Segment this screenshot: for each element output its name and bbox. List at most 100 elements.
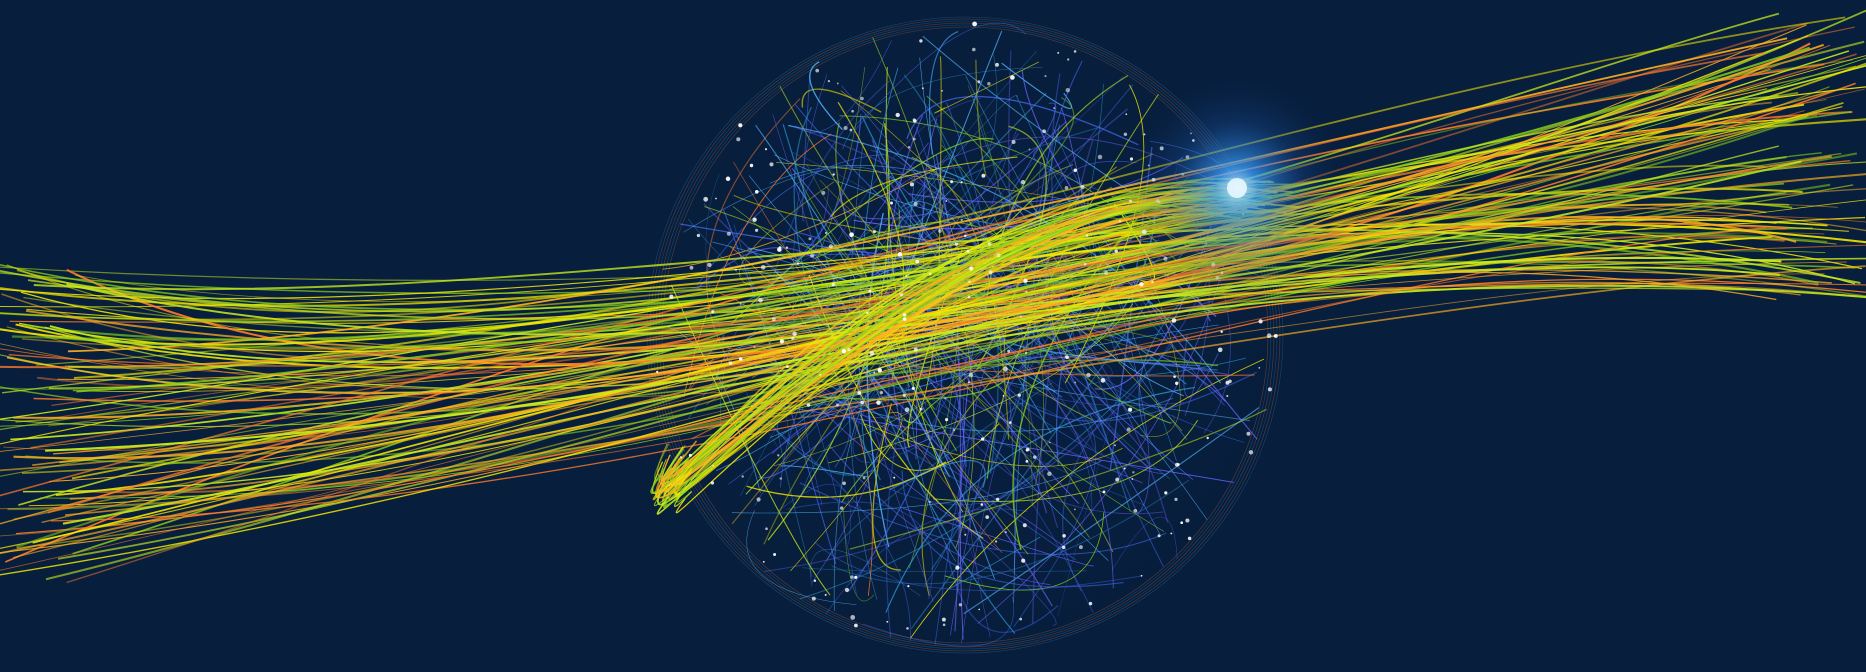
network-node xyxy=(978,608,981,611)
network-node xyxy=(960,181,963,184)
network-node xyxy=(785,246,789,249)
ribbon-curve xyxy=(57,156,1787,560)
network-node xyxy=(756,497,761,502)
ribbon-curve xyxy=(8,160,1851,367)
network-node xyxy=(985,515,990,519)
network-node xyxy=(1085,234,1089,237)
network-node xyxy=(712,464,715,467)
globe-arc xyxy=(901,470,1124,588)
network-node xyxy=(1267,387,1272,392)
network-node xyxy=(942,623,946,627)
network-node xyxy=(996,253,1001,258)
network-node xyxy=(897,252,903,257)
network-node xyxy=(906,627,909,630)
globe-arc xyxy=(902,322,987,594)
ribbon-curve xyxy=(0,173,1866,555)
network-node xyxy=(1074,381,1077,384)
network-node xyxy=(912,137,916,141)
ribbon-curve xyxy=(0,182,1784,311)
network-node xyxy=(771,317,776,322)
loop-arc xyxy=(654,202,1259,481)
network-node xyxy=(1220,330,1223,333)
globe-arc xyxy=(906,95,1139,146)
globe-arc xyxy=(772,114,934,602)
network-node xyxy=(913,201,918,207)
network-node xyxy=(941,617,946,622)
globe-arc xyxy=(862,596,1015,647)
network-node xyxy=(865,311,869,315)
network-node xyxy=(945,200,948,202)
globe-arc xyxy=(797,177,1165,532)
network-node xyxy=(703,196,709,202)
loop-arc xyxy=(662,194,1272,507)
ribbon-curve xyxy=(16,232,1828,548)
network-node xyxy=(824,593,827,596)
network-node xyxy=(1180,521,1184,525)
globe-arc xyxy=(830,156,1018,218)
network-node xyxy=(919,407,923,411)
ribbon-curve xyxy=(0,109,1826,477)
globe-arc xyxy=(839,191,940,220)
ribbon-curve xyxy=(0,35,1808,576)
network-node xyxy=(689,265,694,270)
globe-arc xyxy=(877,108,1129,270)
network-node xyxy=(1083,263,1087,266)
network-node xyxy=(945,418,949,422)
globe-arc xyxy=(731,460,1102,514)
ribbon-curve xyxy=(25,155,1832,352)
globe-arc xyxy=(902,507,1094,567)
network-node xyxy=(1067,58,1070,61)
ribbon-curve xyxy=(33,228,1861,291)
network-node xyxy=(840,506,844,510)
network-node xyxy=(1128,407,1133,412)
network-node xyxy=(832,173,835,176)
network-node xyxy=(857,391,862,395)
globe-arc xyxy=(965,75,1188,440)
globe-arc xyxy=(793,106,881,481)
network-node xyxy=(1102,490,1106,494)
network-node xyxy=(921,87,924,90)
network-node xyxy=(762,560,765,563)
ribbon-curve xyxy=(16,16,1846,313)
network-node xyxy=(995,497,1000,502)
network-node xyxy=(879,391,884,395)
network-node xyxy=(869,351,875,356)
ribbon-curve xyxy=(67,91,1799,369)
globe-arc xyxy=(795,40,892,133)
globe-arc xyxy=(872,403,901,571)
network-node xyxy=(849,128,853,132)
ribbon-curve xyxy=(66,26,1855,584)
globe-arc xyxy=(910,245,1189,630)
light-core xyxy=(1227,178,1247,198)
globe-arc xyxy=(944,542,1059,633)
network-node xyxy=(1033,455,1037,459)
globe-arc xyxy=(787,501,933,600)
network-node xyxy=(1173,375,1176,379)
network-node xyxy=(752,217,757,222)
network-node xyxy=(995,62,999,67)
globe-arc xyxy=(776,420,813,578)
network-node xyxy=(912,118,916,122)
globe-arc xyxy=(938,56,942,272)
ribbon-curve xyxy=(0,223,1863,300)
network-node xyxy=(741,475,744,478)
network-node xyxy=(1074,508,1076,511)
network-node xyxy=(777,454,780,457)
network-node xyxy=(907,146,911,149)
network-node xyxy=(754,228,759,232)
ribbon-curve xyxy=(41,281,1801,524)
network-node xyxy=(907,585,910,588)
network-node xyxy=(1104,270,1109,275)
network-node xyxy=(966,249,970,253)
network-node xyxy=(728,361,733,365)
network-node xyxy=(710,481,715,485)
globe-arc xyxy=(743,407,911,642)
network-node xyxy=(1123,132,1128,137)
network-node xyxy=(967,295,971,299)
network-node xyxy=(1025,290,1028,293)
ribbon-curve xyxy=(0,261,1847,452)
network-node xyxy=(707,262,712,268)
network-node xyxy=(1171,318,1177,323)
network-node xyxy=(904,407,910,413)
network-node xyxy=(815,68,820,73)
